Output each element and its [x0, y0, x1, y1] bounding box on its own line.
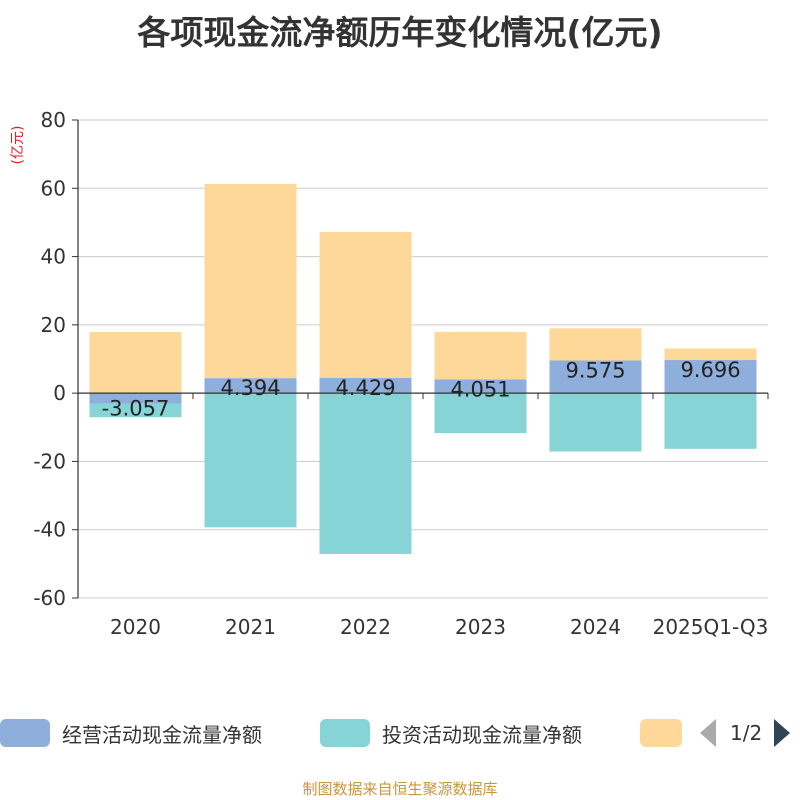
bar-financing[interactable]	[89, 332, 182, 394]
x-tick-label: 2024	[570, 615, 621, 639]
legend-swatch-investing	[320, 719, 370, 747]
bar-investing[interactable]	[319, 393, 412, 554]
legend-pager: 1/2	[700, 718, 791, 748]
legend-item-operating[interactable]: 经营活动现金流量净额	[0, 718, 262, 748]
data-source-note: 制图数据来自恒生聚源数据库	[302, 780, 498, 798]
legend-item-investing[interactable]: 投资活动现金流量净额	[320, 718, 582, 748]
legend-page-indicator: 1/2	[730, 721, 763, 745]
x-tick-label: 2021	[225, 615, 276, 639]
legend-swatch-operating	[0, 719, 50, 747]
y-axis-unit-label: (亿元)	[10, 126, 26, 165]
bar-operating[interactable]	[319, 378, 412, 394]
bar-operating[interactable]	[434, 379, 527, 394]
x-tick-label: 2023	[455, 615, 506, 639]
y-tick-label: 20	[41, 313, 66, 337]
bar-investing[interactable]	[89, 403, 182, 418]
stacked-bar-chart: 80 60 40 20 0 -20 -40 -60 2020 2021 2022 2023 2024 20…	[10, 108, 769, 639]
legend-prev-page-icon[interactable]	[700, 719, 716, 747]
legend: 经营活动现金流量净额 投资活动现金流量净额 1/2	[0, 714, 800, 754]
bar-financing[interactable]	[664, 348, 757, 361]
data-label-operating: 9.696	[680, 358, 740, 382]
data-label-operating: -3.057	[102, 397, 170, 421]
legend-item-financing[interactable]	[640, 718, 694, 748]
bar-operating[interactable]	[204, 378, 297, 394]
bar-financing[interactable]	[204, 183, 297, 379]
y-tick-label: -20	[33, 449, 66, 473]
bar-operating[interactable]	[89, 393, 182, 404]
x-tick-label: 2022	[340, 615, 391, 639]
x-tick-label: 2025Q1-Q3	[653, 615, 769, 639]
bar-financing[interactable]	[319, 231, 412, 379]
y-tick-label: 0	[53, 381, 66, 405]
grid-lines	[78, 119, 768, 599]
x-tick-label: 2020	[110, 615, 161, 639]
data-label-operating: 4.394	[220, 376, 280, 400]
y-tick-label: 80	[41, 108, 66, 132]
y-tick-label: -60	[33, 586, 66, 610]
data-label-operating: 4.051	[450, 377, 510, 401]
bar-operating[interactable]	[549, 360, 642, 394]
y-tick-label: 40	[41, 245, 66, 269]
legend-label-operating: 经营活动现金流量净额	[62, 722, 262, 747]
bar-investing[interactable]	[549, 393, 642, 452]
y-tick-label: 60	[41, 176, 66, 200]
bar-operating[interactable]	[664, 360, 757, 394]
bar-financing[interactable]	[434, 331, 527, 380]
data-label-operating: 4.429	[335, 376, 395, 400]
legend-swatch-financing	[640, 719, 682, 747]
bar-investing[interactable]	[664, 393, 757, 449]
y-tick-label: -40	[33, 518, 66, 542]
axes: 80 60 40 20 0 -20 -40 -60 2020 2021 2022 2023 2024 20…	[33, 108, 769, 639]
bar-investing[interactable]	[434, 393, 527, 434]
legend-label-investing: 投资活动现金流量净额	[382, 722, 582, 747]
bar-financing[interactable]	[549, 328, 642, 361]
bar-investing[interactable]	[204, 393, 297, 528]
bars	[89, 183, 757, 554]
data-labels: -3.057 4.394 4.429 4.051 9.575 9.696	[102, 358, 741, 421]
data-label-operating: 9.575	[565, 358, 625, 382]
legend-next-page-icon[interactable]	[774, 719, 791, 747]
chart-title: 各项现金流净额历年变化情况(亿元)	[137, 13, 663, 52]
